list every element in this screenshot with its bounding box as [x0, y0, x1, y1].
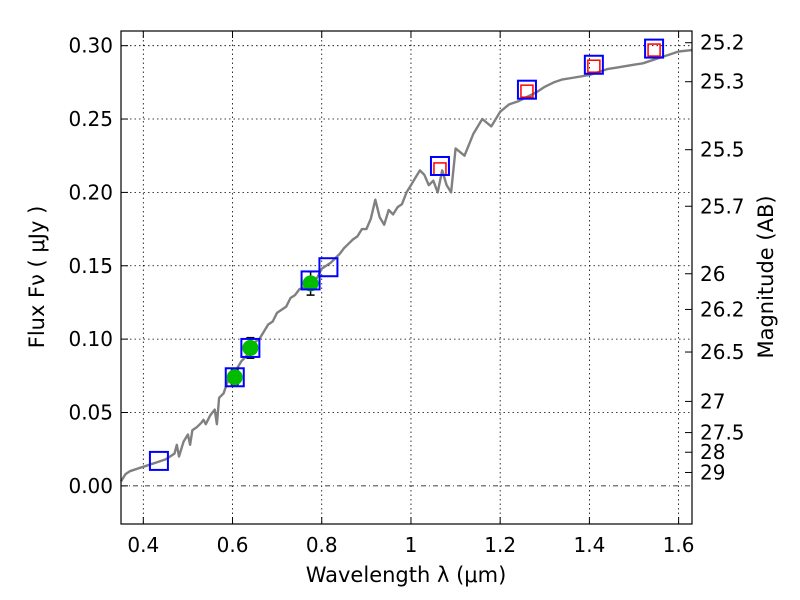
y2-tick-label: 25.3: [700, 70, 745, 94]
y2-tick-label: 26: [700, 262, 725, 286]
model-photometry-point: [148, 450, 169, 471]
y-tick-label: 0.00: [68, 474, 113, 498]
x-tick-label: 1.4: [573, 533, 605, 557]
observed-flux-point: [302, 275, 319, 292]
predicted-point: [587, 59, 601, 73]
x-tick-label: 1: [405, 533, 418, 557]
y2-tick-label: 26.5: [700, 340, 745, 364]
y2-tick-label: 25.2: [700, 31, 745, 55]
observed-flux-point: [226, 369, 243, 386]
y-tick-label: 0.10: [68, 327, 113, 351]
y-tick-label: 0.30: [68, 34, 113, 58]
y2-axis-title: Magnitude (AB): [754, 195, 778, 358]
y-tick-label: 0.25: [68, 107, 113, 131]
model-photometry-point: [240, 337, 261, 358]
x-tick-label: 1.6: [663, 533, 695, 557]
y2-tick-label: 27: [700, 389, 725, 413]
x-tick-label: 0.6: [217, 533, 249, 557]
y-tick-labels: 0.00 0.05 0.10 0.15 0.20 0.25 0.30: [68, 34, 113, 498]
y-axis-title: Flux Fν ( μJy ): [25, 206, 49, 349]
y2-tick-label: 25.5: [700, 138, 745, 162]
plot-frame: [120, 30, 693, 525]
markers-group: [148, 38, 665, 471]
model-photometry-point: [516, 79, 537, 100]
x-tick-labels: 0.4 0.6 0.8 1 1.2 1.4 1.6: [127, 533, 694, 557]
x-axis-title: Wavelength λ (μm): [306, 563, 507, 587]
y2-tick-label: 26.2: [700, 297, 745, 321]
y2-tick-label: 29: [700, 460, 725, 484]
tick-marks: [121, 31, 692, 524]
model-photometry-point: [224, 367, 245, 388]
x-tick-label: 1.2: [484, 533, 516, 557]
x-tick-label: 0.4: [127, 533, 159, 557]
spectrum-line-group: [119, 48, 693, 483]
grid-lines: [121, 31, 692, 524]
y-tick-label: 0.20: [68, 180, 113, 204]
spectrum-line: [119, 48, 693, 483]
model-photometry-point: [644, 38, 665, 59]
model-photometry-point: [583, 54, 604, 75]
y2-tick-label: 28: [700, 440, 725, 464]
x-tick-label: 0.8: [306, 533, 338, 557]
y2-tick-label: 27.5: [700, 421, 745, 445]
model-photometry-point: [429, 155, 450, 176]
model-photometry-point: [318, 257, 339, 278]
y-tick-label: 0.15: [68, 254, 113, 278]
y-tick-label: 0.05: [68, 400, 113, 424]
predicted-point: [647, 43, 661, 57]
model-photometry-point: [300, 270, 321, 291]
predicted-point: [520, 84, 534, 98]
y2-tick-label: 25.7: [700, 194, 745, 218]
observed-flux-point: [242, 339, 259, 356]
